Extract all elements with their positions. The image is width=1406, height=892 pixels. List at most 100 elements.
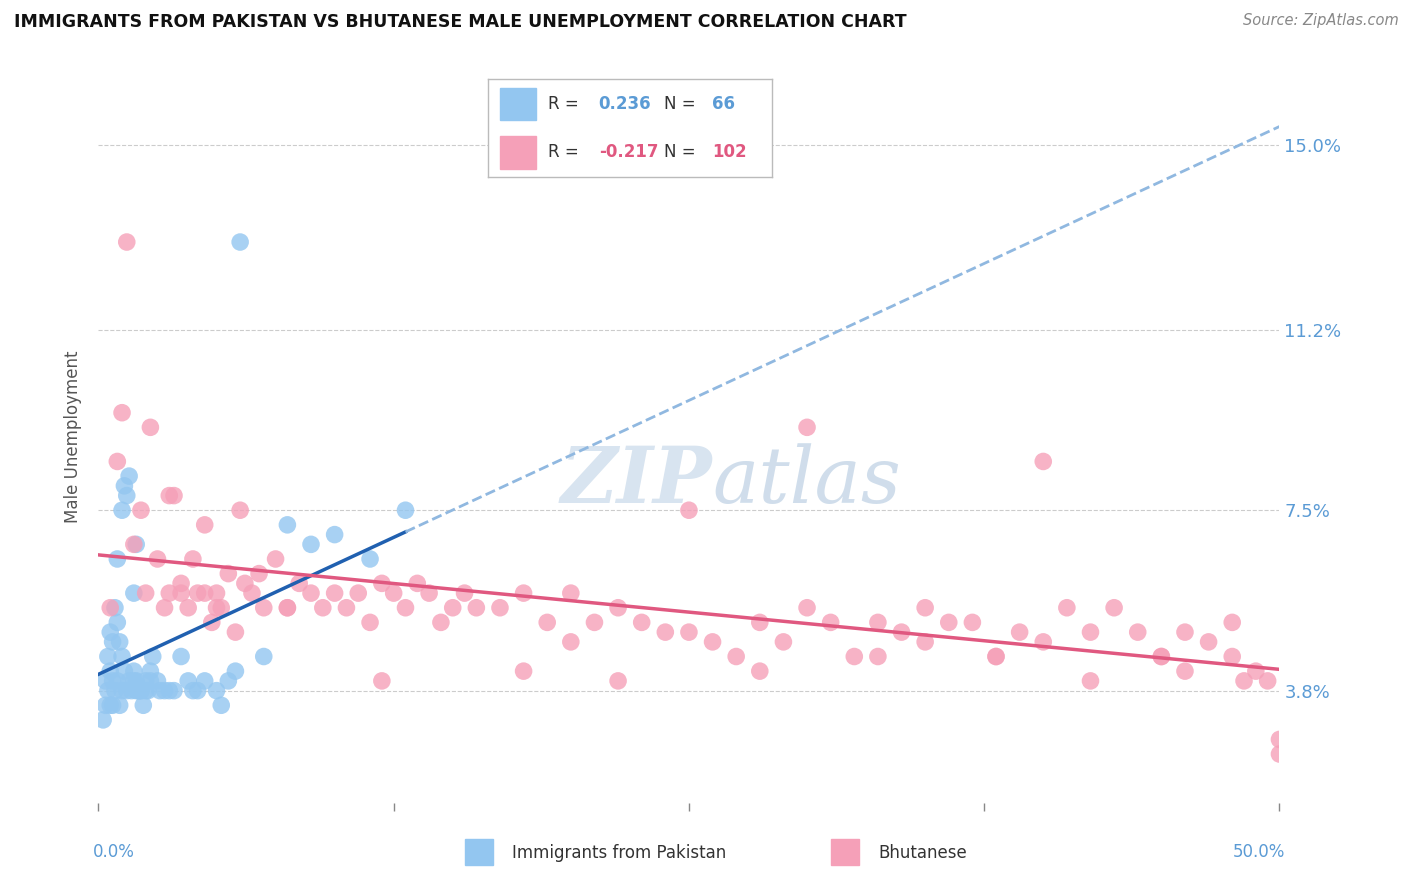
Point bbox=[111, 683, 134, 698]
Point bbox=[359, 615, 381, 630]
Point bbox=[177, 673, 200, 688]
Point bbox=[1080, 625, 1102, 640]
Point bbox=[97, 683, 120, 698]
Point bbox=[253, 600, 276, 615]
Point bbox=[181, 683, 204, 698]
Point bbox=[371, 576, 394, 591]
Point bbox=[135, 673, 157, 688]
Point bbox=[418, 586, 440, 600]
Point bbox=[1032, 635, 1054, 649]
Point bbox=[914, 600, 936, 615]
Point bbox=[1126, 625, 1149, 640]
Bar bbox=[831, 839, 859, 865]
Point bbox=[177, 600, 200, 615]
Point bbox=[194, 586, 217, 600]
Point bbox=[170, 576, 193, 591]
Point bbox=[453, 586, 475, 600]
Point bbox=[157, 683, 180, 698]
Point bbox=[105, 673, 128, 688]
Point bbox=[129, 503, 152, 517]
Point bbox=[105, 454, 128, 468]
Point bbox=[146, 673, 169, 688]
Point bbox=[135, 683, 157, 698]
Point bbox=[194, 517, 217, 532]
Point bbox=[335, 600, 357, 615]
Point bbox=[607, 673, 630, 688]
Point bbox=[108, 635, 131, 649]
Point bbox=[654, 625, 676, 640]
Point bbox=[560, 635, 582, 649]
Point bbox=[607, 600, 630, 615]
Point bbox=[157, 489, 180, 503]
Point bbox=[465, 600, 488, 615]
Point bbox=[866, 615, 889, 630]
Point bbox=[125, 537, 148, 551]
Text: 0.0%: 0.0% bbox=[93, 843, 135, 861]
Point bbox=[129, 683, 152, 698]
Point bbox=[288, 576, 311, 591]
Point bbox=[1056, 600, 1078, 615]
Point bbox=[125, 683, 148, 698]
Text: Immigrants from Pakistan: Immigrants from Pakistan bbox=[512, 844, 725, 862]
Point bbox=[299, 586, 322, 600]
Point bbox=[583, 615, 606, 630]
Point bbox=[914, 635, 936, 649]
Point bbox=[94, 698, 117, 713]
Point bbox=[217, 566, 239, 581]
Point bbox=[371, 673, 394, 688]
Point bbox=[108, 698, 131, 713]
Point bbox=[394, 503, 416, 517]
Point bbox=[153, 683, 176, 698]
Point bbox=[115, 489, 138, 503]
Text: ZIP: ZIP bbox=[561, 442, 713, 519]
Point bbox=[135, 586, 157, 600]
Point bbox=[347, 586, 370, 600]
Point bbox=[181, 552, 204, 566]
Point bbox=[205, 586, 228, 600]
Point bbox=[382, 586, 405, 600]
Point bbox=[1008, 625, 1031, 640]
Text: Bhutanese: Bhutanese bbox=[877, 844, 967, 862]
Point bbox=[1268, 747, 1291, 761]
Point bbox=[820, 615, 842, 630]
Point bbox=[1220, 649, 1243, 664]
Point bbox=[240, 586, 263, 600]
Point bbox=[1080, 673, 1102, 688]
Point bbox=[536, 615, 558, 630]
Point bbox=[187, 683, 209, 698]
Point bbox=[139, 664, 162, 678]
Point bbox=[264, 552, 287, 566]
Point bbox=[725, 649, 748, 664]
Point bbox=[163, 683, 186, 698]
Point bbox=[844, 649, 866, 664]
Point bbox=[128, 683, 150, 698]
Point bbox=[276, 600, 298, 615]
Point bbox=[105, 552, 128, 566]
Point bbox=[1032, 454, 1054, 468]
Text: Source: ZipAtlas.com: Source: ZipAtlas.com bbox=[1243, 13, 1399, 29]
Point bbox=[772, 635, 794, 649]
Point bbox=[139, 673, 162, 688]
Point bbox=[97, 649, 120, 664]
Point bbox=[187, 586, 209, 600]
Point bbox=[121, 683, 143, 698]
Point bbox=[224, 625, 246, 640]
Point bbox=[105, 615, 128, 630]
Point bbox=[118, 673, 141, 688]
Point bbox=[299, 537, 322, 551]
Point bbox=[112, 664, 135, 678]
Point bbox=[201, 615, 224, 630]
Point bbox=[406, 576, 429, 591]
Point bbox=[702, 635, 724, 649]
Point bbox=[209, 600, 232, 615]
Point bbox=[678, 503, 700, 517]
Point bbox=[962, 615, 984, 630]
Point bbox=[276, 517, 298, 532]
Point bbox=[323, 527, 346, 541]
Point bbox=[111, 503, 134, 517]
Point bbox=[229, 503, 252, 517]
Point bbox=[359, 552, 381, 566]
Point bbox=[1102, 600, 1125, 615]
Point bbox=[1198, 635, 1220, 649]
Point bbox=[229, 235, 252, 249]
